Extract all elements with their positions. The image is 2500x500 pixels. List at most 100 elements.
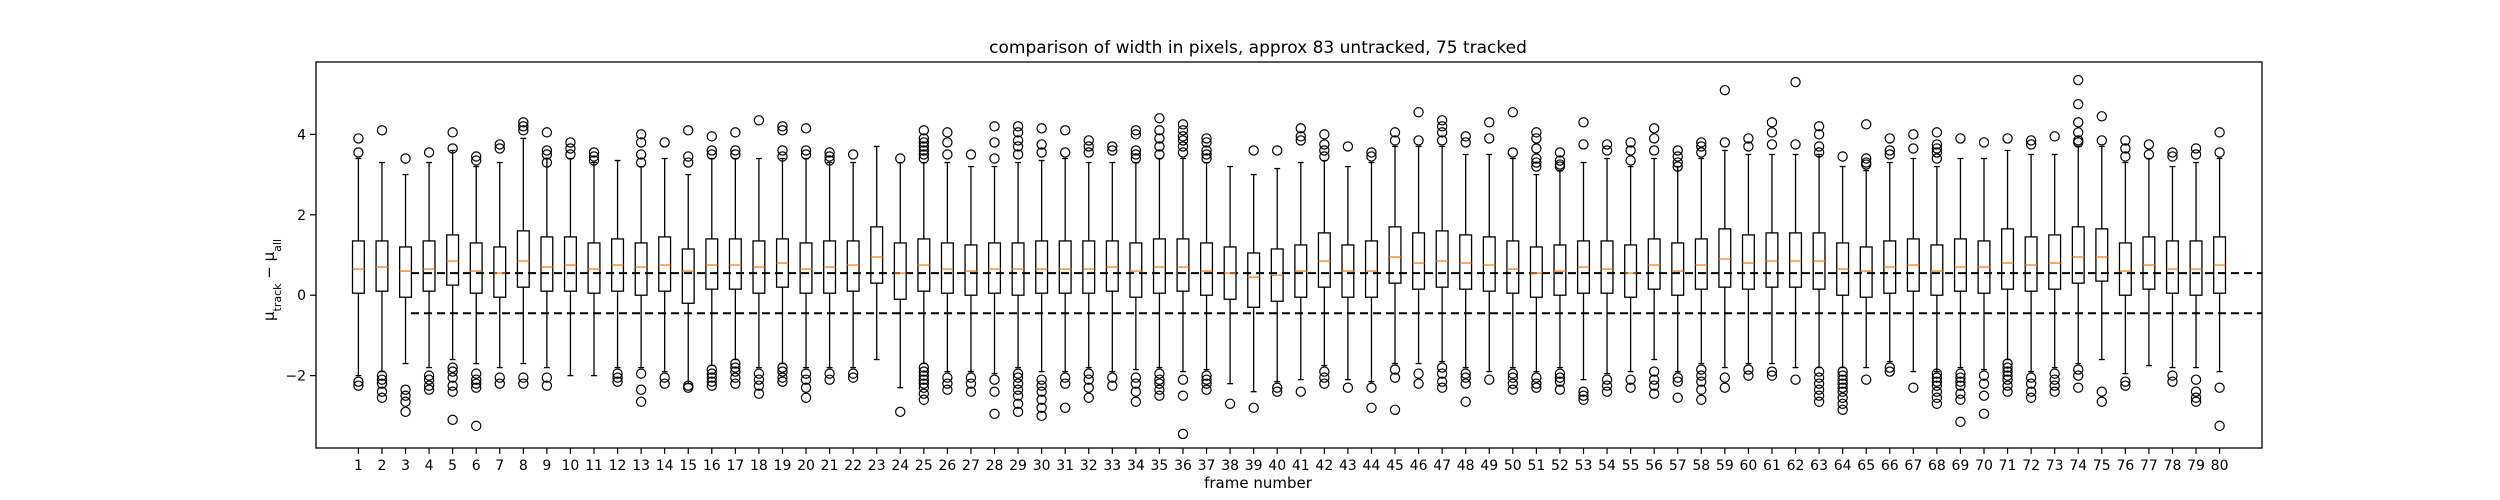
outlier-point <box>1413 107 1424 118</box>
box-iqr <box>1176 238 1190 292</box>
outlier-point <box>730 145 741 156</box>
outlier-point <box>1766 366 1778 377</box>
outlier-point <box>683 382 694 393</box>
box-group <box>1977 137 1991 420</box>
outlier-point <box>1319 378 1330 389</box>
outlier-point <box>1837 392 1848 403</box>
box-group <box>1930 127 1944 409</box>
outlier-point <box>1272 382 1283 393</box>
outlier-point <box>706 145 717 156</box>
outlier-point <box>2073 74 2084 86</box>
x-tick-label: 72 <box>2022 458 2040 474</box>
outlier-point <box>1648 123 1660 134</box>
x-axis-label: frame number <box>1204 474 1313 492</box>
outlier-point <box>1012 141 1024 152</box>
outlier-point <box>447 372 458 383</box>
outlier-point <box>2190 149 2202 160</box>
outlier-point <box>1861 374 1872 385</box>
outlier-point <box>1389 404 1401 416</box>
box-group <box>1624 137 1638 393</box>
outlier-point <box>918 125 930 136</box>
x-tick-label: 74 <box>2069 458 2087 474</box>
outlier-point <box>1931 143 1943 154</box>
outlier-point <box>1201 374 1212 385</box>
outlier-point <box>1036 139 1047 150</box>
outlier-point <box>1460 137 1471 148</box>
x-tick-label: 40 <box>1268 458 1286 474</box>
outlier-point <box>1201 145 1212 156</box>
x-tick-label: 66 <box>1881 458 1899 474</box>
outlier-point <box>1295 386 1306 397</box>
outlier-point <box>1012 390 1024 401</box>
outlier-point <box>1413 368 1424 379</box>
outlier-point <box>376 386 388 397</box>
outlier-point <box>1436 115 1448 126</box>
outlier-point <box>1154 368 1165 379</box>
box-group <box>1600 139 1614 397</box>
outlier-point <box>2096 111 2107 122</box>
outlier-point <box>1154 149 1165 160</box>
outlier-point <box>447 380 458 391</box>
box-group <box>1294 123 1308 397</box>
outlier-point <box>1837 366 1848 377</box>
outlier-point <box>2167 151 2178 162</box>
x-tick-label: 22 <box>844 458 862 474</box>
box-iqr <box>540 236 554 292</box>
box-group <box>422 147 436 395</box>
outlier-point <box>1955 372 1966 383</box>
box-group <box>1671 145 1685 403</box>
box-iqr <box>2118 242 2132 296</box>
x-tick-label: 73 <box>2046 458 2064 474</box>
outlier-point <box>730 358 741 369</box>
box-iqr <box>1058 240 1072 294</box>
outlier-point <box>895 153 906 164</box>
outlier-point <box>1696 147 1707 158</box>
x-tick-label: 37 <box>1198 458 1216 474</box>
box-iqr <box>1765 232 1779 288</box>
outlier-point <box>471 420 482 432</box>
outlier-point <box>423 147 435 158</box>
outlier-point <box>965 386 977 397</box>
outlier-point <box>1884 362 1895 373</box>
outlier-point <box>447 127 458 138</box>
x-tick-label: 77 <box>2140 458 2158 474</box>
outlier-point <box>1578 386 1589 397</box>
outlier-point <box>2073 364 2084 375</box>
x-tick-label: 41 <box>1292 458 1310 474</box>
x-tick-label: 59 <box>1716 458 1734 474</box>
box-group <box>1176 119 1190 440</box>
outlier-point <box>1931 153 1943 164</box>
box-iqr <box>1082 240 1096 294</box>
box-group <box>375 125 389 403</box>
x-tick-label: 12 <box>609 458 627 474</box>
outlier-point <box>1154 384 1165 395</box>
box-iqr <box>446 234 460 286</box>
outlier-point <box>400 390 411 401</box>
outlier-point <box>565 143 576 154</box>
box-iqr <box>728 238 742 290</box>
x-tick-label: 55 <box>1622 458 1640 474</box>
box-group <box>2001 133 2015 397</box>
outlier-point <box>1272 386 1283 397</box>
y-tick-label: 0 <box>297 288 306 304</box>
outlier-point <box>1177 147 1189 158</box>
outlier-point <box>824 368 835 379</box>
x-tick-label: 20 <box>797 458 815 474</box>
box-group <box>2024 135 2038 403</box>
outlier-point <box>1012 378 1024 389</box>
x-tick-label: 18 <box>750 458 768 474</box>
outlier-point <box>471 151 482 162</box>
outlier-point <box>494 378 505 389</box>
outlier-point <box>753 374 765 385</box>
outlier-point <box>989 408 1000 420</box>
outlier-point <box>1601 374 1613 385</box>
outlier-point <box>1696 137 1707 148</box>
outlier-point <box>2002 366 2013 377</box>
x-tick-label: 46 <box>1410 458 1428 474</box>
box-iqr <box>375 240 389 292</box>
box-group <box>658 137 672 389</box>
outlier-point <box>1460 131 1471 142</box>
outlier-point <box>1719 84 1731 96</box>
outlier-point <box>2025 139 2037 150</box>
outlier-point <box>942 372 953 383</box>
